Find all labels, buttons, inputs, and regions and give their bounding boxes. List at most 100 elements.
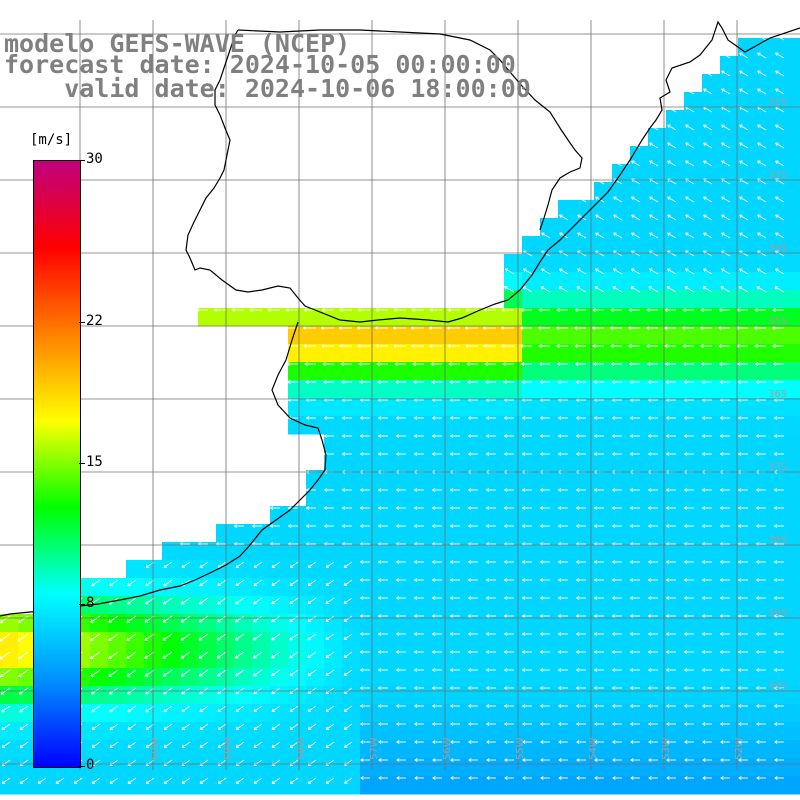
wind-arrow-head xyxy=(360,686,364,690)
wind-cell xyxy=(324,326,343,345)
wind-arrow-head xyxy=(323,416,328,420)
wind-arrow-head xyxy=(0,673,4,678)
wind-arrow-head xyxy=(17,619,22,624)
wind-arrow xyxy=(127,741,137,748)
wind-arrow-head xyxy=(720,268,725,272)
wind-cell xyxy=(432,434,451,453)
wind-arrow-head xyxy=(540,740,544,744)
wind-arrow-head xyxy=(501,308,505,312)
wind-arrow-head xyxy=(90,637,94,642)
wind-arrow-head xyxy=(648,704,652,708)
wind-arrow xyxy=(523,250,533,257)
wind-arrow xyxy=(757,124,767,131)
wind-arrow-head xyxy=(775,52,779,56)
wind-cell xyxy=(738,380,757,399)
wind-cell xyxy=(666,614,685,633)
wind-cell xyxy=(666,524,685,543)
wind-cell xyxy=(702,398,721,417)
wind-cell xyxy=(720,110,739,129)
wind-arrow xyxy=(630,286,641,293)
wind-cell xyxy=(468,380,487,399)
wind-arrow xyxy=(666,286,677,293)
wind-cell xyxy=(234,560,253,579)
wind-arrow-head xyxy=(521,362,525,366)
wind-cell xyxy=(522,650,541,669)
lat-label: 40S xyxy=(768,681,787,692)
wind-arrow-head xyxy=(375,308,379,312)
wind-arrow-head xyxy=(739,232,743,236)
wind-arrow-head xyxy=(539,362,543,366)
wind-arrow-head xyxy=(396,614,400,618)
wind-cell xyxy=(720,416,739,435)
wind-arrow-head xyxy=(593,380,597,384)
wind-cell xyxy=(414,650,433,669)
wind-cell xyxy=(342,632,361,651)
wind-arrow xyxy=(667,142,677,149)
wind-arrow-head xyxy=(576,740,580,744)
wind-cell xyxy=(558,398,577,417)
wind-arrow-head xyxy=(774,488,778,492)
wind-cell xyxy=(432,632,451,651)
wind-cell xyxy=(738,776,757,795)
wind-cell xyxy=(180,740,199,759)
wind-arrow xyxy=(775,160,785,167)
wind-cell xyxy=(630,236,649,255)
wind-arrow-head xyxy=(594,614,598,618)
wind-cell xyxy=(324,524,343,543)
wind-arrow-head xyxy=(757,124,761,128)
wind-arrow-head xyxy=(774,686,778,690)
wind-arrow-head xyxy=(719,380,723,384)
wind-arrow-head xyxy=(235,600,239,605)
wind-arrow-head xyxy=(199,690,203,695)
wind-cell xyxy=(630,326,649,345)
wind-arrow-head xyxy=(271,780,276,785)
wind-cell xyxy=(468,506,487,525)
wind-cell xyxy=(648,632,667,651)
wind-arrow-head xyxy=(684,434,688,438)
wind-arrow-head xyxy=(558,434,562,438)
wind-cell xyxy=(234,308,253,327)
wind-arrow-head xyxy=(91,744,96,749)
wind-arrow-head xyxy=(559,214,563,218)
wind-arrow-head xyxy=(432,560,436,564)
wind-arrow-head xyxy=(343,708,348,712)
wind-arrow xyxy=(667,106,677,113)
wind-cell xyxy=(648,146,667,165)
wind-cell xyxy=(522,776,541,795)
wind-cell xyxy=(342,650,361,669)
wind-cell xyxy=(90,614,109,633)
wind-arrow xyxy=(631,160,641,167)
wind-cell xyxy=(720,290,739,309)
wind-arrow-head xyxy=(739,88,743,92)
wind-arrow-head xyxy=(738,416,742,420)
wind-cell xyxy=(90,632,109,651)
wind-cell xyxy=(324,506,343,525)
wind-arrow-head xyxy=(234,524,238,528)
wind-cell xyxy=(738,218,757,237)
wind-cell xyxy=(612,542,631,561)
wind-cell xyxy=(522,326,541,345)
wind-arrow xyxy=(235,651,245,659)
wind-cell xyxy=(576,524,595,543)
wind-arrow-head xyxy=(738,452,742,456)
wind-arrow-head xyxy=(450,524,454,528)
wind-cell xyxy=(594,290,613,309)
wind-cell xyxy=(576,506,595,525)
wind-cell xyxy=(414,308,433,327)
wind-arrow-head xyxy=(595,178,599,182)
wind-cell xyxy=(270,560,289,579)
wind-arrow xyxy=(325,759,335,766)
wind-cell xyxy=(486,470,505,489)
wind-arrow-head xyxy=(756,722,760,726)
wind-cell xyxy=(702,434,721,453)
wind-cell xyxy=(288,578,307,597)
wind-cell xyxy=(414,560,433,579)
wind-cell xyxy=(396,452,415,471)
lon-label: 58W xyxy=(296,737,307,760)
wind-arrow-head xyxy=(720,452,724,456)
wind-cell xyxy=(738,344,757,363)
wind-arrow-head xyxy=(413,416,418,420)
wind-cell xyxy=(504,380,523,399)
wind-arrow xyxy=(757,232,767,239)
wind-cell xyxy=(612,362,631,381)
